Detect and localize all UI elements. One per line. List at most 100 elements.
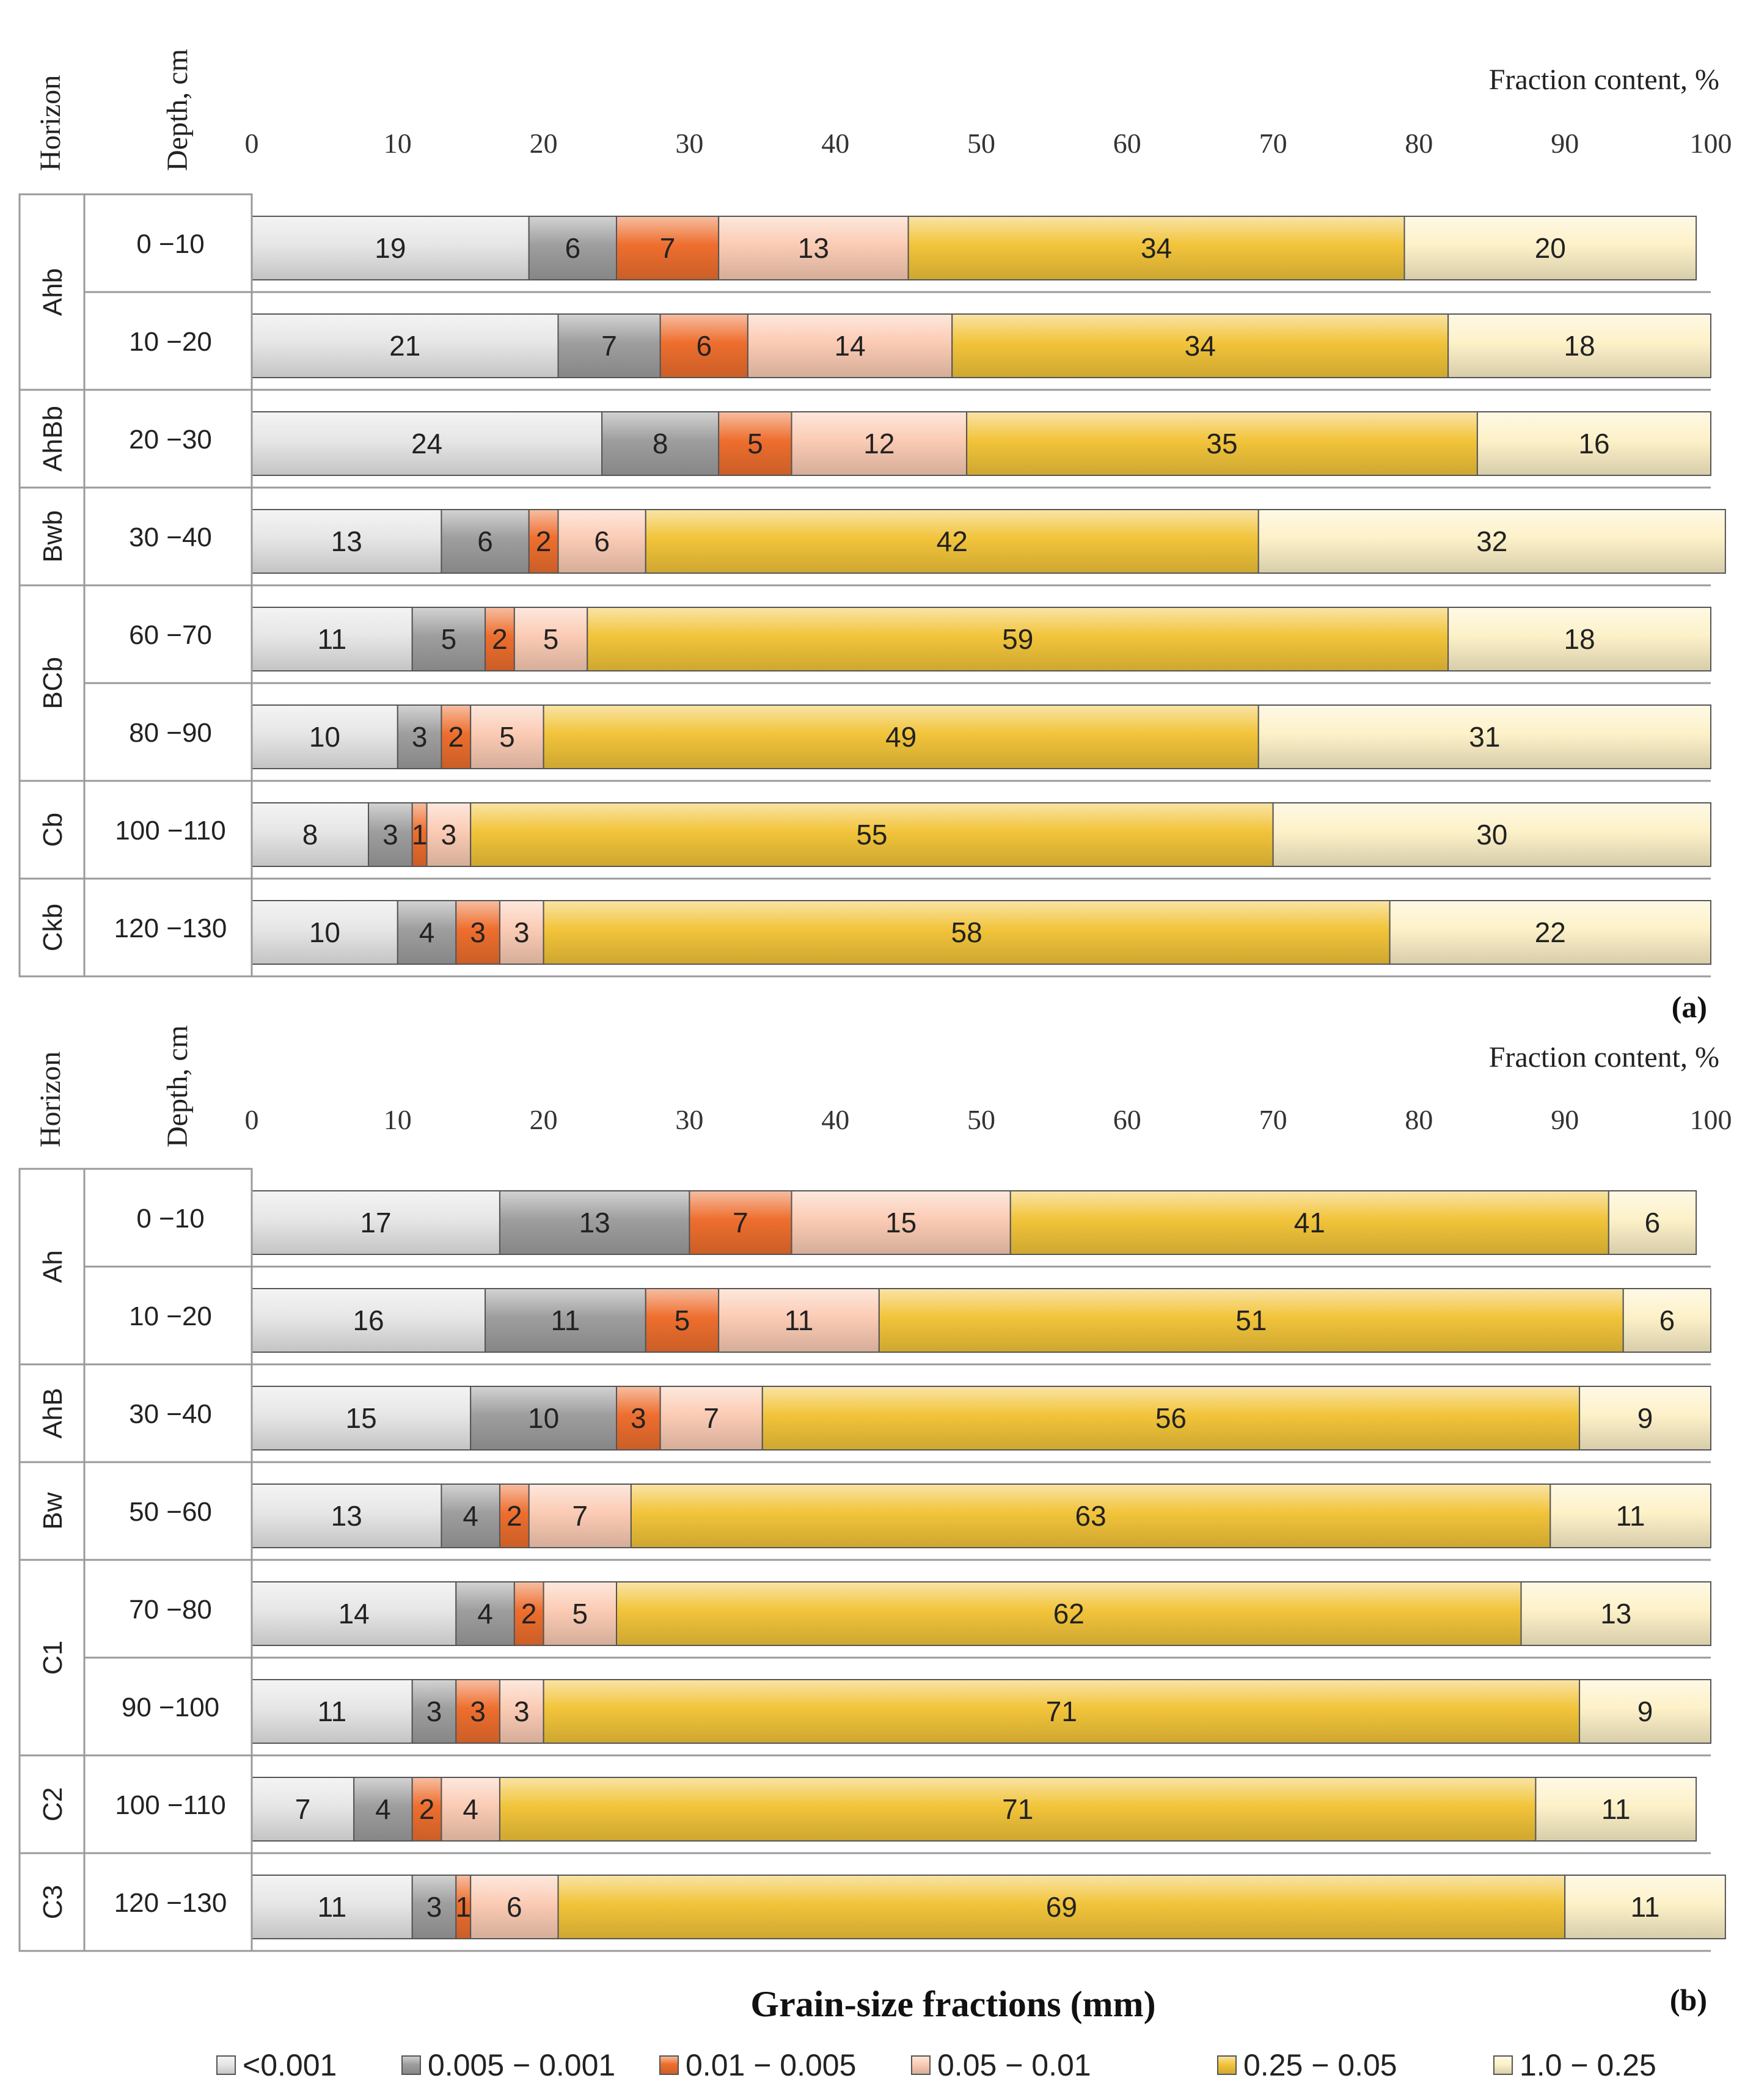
segment-value-label: 2 [507, 1500, 522, 1532]
segment-value-label: 13 [331, 1500, 362, 1532]
bar-segment [470, 1386, 618, 1451]
bar-segment [499, 900, 544, 965]
legend-swatch [1217, 2055, 1237, 2075]
x-tick-label: 50 [967, 128, 995, 159]
segment-value-label: 5 [499, 721, 515, 753]
segment-value-label: 3 [514, 916, 530, 948]
horizon-label: AhB [38, 1388, 68, 1438]
bar-segment [791, 1190, 1011, 1255]
segment-value-label: 22 [1535, 916, 1566, 948]
x-axis-title: Grain-size fractions (mm) [750, 1984, 1155, 2024]
bar-segment [368, 802, 413, 867]
bar-segment [1447, 313, 1711, 378]
legend-label: 1.0 − 0.25 [1520, 2048, 1656, 2082]
bar-segment [1272, 802, 1712, 867]
segment-value-label: 7 [660, 232, 676, 264]
segment-value-label: 58 [951, 916, 982, 948]
bar-segment [470, 704, 544, 769]
bar-segment [1009, 1190, 1609, 1255]
bar-segment [1389, 900, 1711, 965]
segment-value-label: 11 [1601, 1793, 1631, 1825]
bar-segment [1520, 1581, 1712, 1646]
segment-value-label: 3 [631, 1402, 646, 1434]
depth-label: 60 −70 [129, 620, 212, 650]
bar-segment [411, 1777, 442, 1842]
bar-segment [528, 216, 617, 280]
segment-value-label: 30 [1476, 819, 1507, 851]
x-tick-label: 100 [1690, 128, 1732, 159]
segment-value-label: 1 [412, 819, 428, 851]
segment-value-label: 3 [382, 819, 398, 851]
depth-label: 0 −10 [136, 229, 204, 259]
segment-value-label: 10 [309, 721, 340, 753]
depth-label: 120 −130 [114, 913, 227, 943]
bar-segment [557, 509, 646, 574]
bar-segment [587, 607, 1449, 671]
x-tick-label: 90 [1551, 128, 1579, 159]
x-tick-label: 70 [1259, 128, 1287, 159]
legend: <0.001 0.005 − 0.001 0.01 − 0.005 0.05 − 0.… [216, 2048, 1656, 2082]
bar-segment [251, 313, 559, 378]
x-tick-label: 0 [245, 1104, 259, 1135]
x-tick-label: 70 [1259, 1104, 1287, 1135]
segment-value-label: 69 [1046, 1891, 1077, 1923]
depth-label: 100 −110 [115, 816, 225, 846]
segment-value-label: 13 [331, 525, 362, 557]
legend-swatch [911, 2055, 931, 2075]
bar-segment [411, 607, 486, 671]
bar-segment [251, 704, 398, 769]
bar-segment [1608, 1190, 1697, 1255]
bar-segment [659, 313, 748, 378]
bar-segment [543, 1581, 617, 1646]
bar-segment [1476, 411, 1711, 476]
segment-value-label: 6 [1645, 1207, 1661, 1238]
segment-value-label: 15 [885, 1207, 916, 1238]
bar-segment [543, 900, 1391, 965]
x-tick-label: 10 [384, 128, 412, 159]
segment-value-label: 3 [412, 721, 428, 753]
bar-segment [791, 411, 968, 476]
bar-segment [251, 900, 398, 965]
axis-title: Fraction content, % [1489, 64, 1719, 96]
depth-label: 100 −110 [115, 1790, 225, 1820]
segment-value-label: 13 [579, 1207, 610, 1238]
bar-segment [528, 509, 559, 574]
x-tick-label: 20 [530, 128, 558, 159]
segment-value-label: 11 [317, 623, 346, 655]
segment-value-label: 8 [302, 819, 318, 851]
x-tick-label: 100 [1690, 1104, 1732, 1135]
segment-value-label: 3 [514, 1696, 530, 1727]
legend-label: 0.01 − 0.005 [686, 2048, 856, 2082]
segment-value-label: 20 [1535, 232, 1566, 264]
horizon-column-header: Horizon [34, 75, 67, 171]
bar-segment [616, 216, 720, 280]
bar-segment [645, 509, 1259, 574]
segment-value-label: 16 [353, 1304, 384, 1336]
segment-value-label: 8 [653, 428, 668, 459]
bar-segment [251, 216, 530, 280]
depth-label: 50 −60 [129, 1497, 212, 1527]
bar-segment [543, 704, 1259, 769]
axis-title: Fraction content, % [1489, 1041, 1719, 1074]
x-tick-label: 60 [1113, 128, 1141, 159]
x-tick-label: 60 [1113, 1104, 1141, 1135]
bar-segment [1447, 607, 1711, 671]
bar-segment [878, 1288, 1624, 1353]
depth-label: 30 −40 [129, 1399, 212, 1429]
bar-segment [455, 1581, 515, 1646]
horizon-label: Cb [38, 813, 68, 847]
x-tick-label: 80 [1405, 128, 1433, 159]
depth-label: 10 −20 [129, 1301, 212, 1331]
bar-segment [513, 607, 588, 671]
bar-segment [1403, 216, 1697, 280]
depth-label: 90 −100 [122, 1692, 219, 1722]
segment-value-label: 59 [1002, 623, 1033, 655]
segment-value-label: 7 [573, 1500, 588, 1532]
segment-value-label: 35 [1206, 428, 1237, 459]
bar-segment [557, 313, 661, 378]
depth-label: 70 −80 [129, 1595, 212, 1625]
segment-value-label: 7 [703, 1402, 719, 1434]
x-tick-label: 80 [1405, 1104, 1433, 1135]
horizon-label: Bw [38, 1492, 68, 1529]
